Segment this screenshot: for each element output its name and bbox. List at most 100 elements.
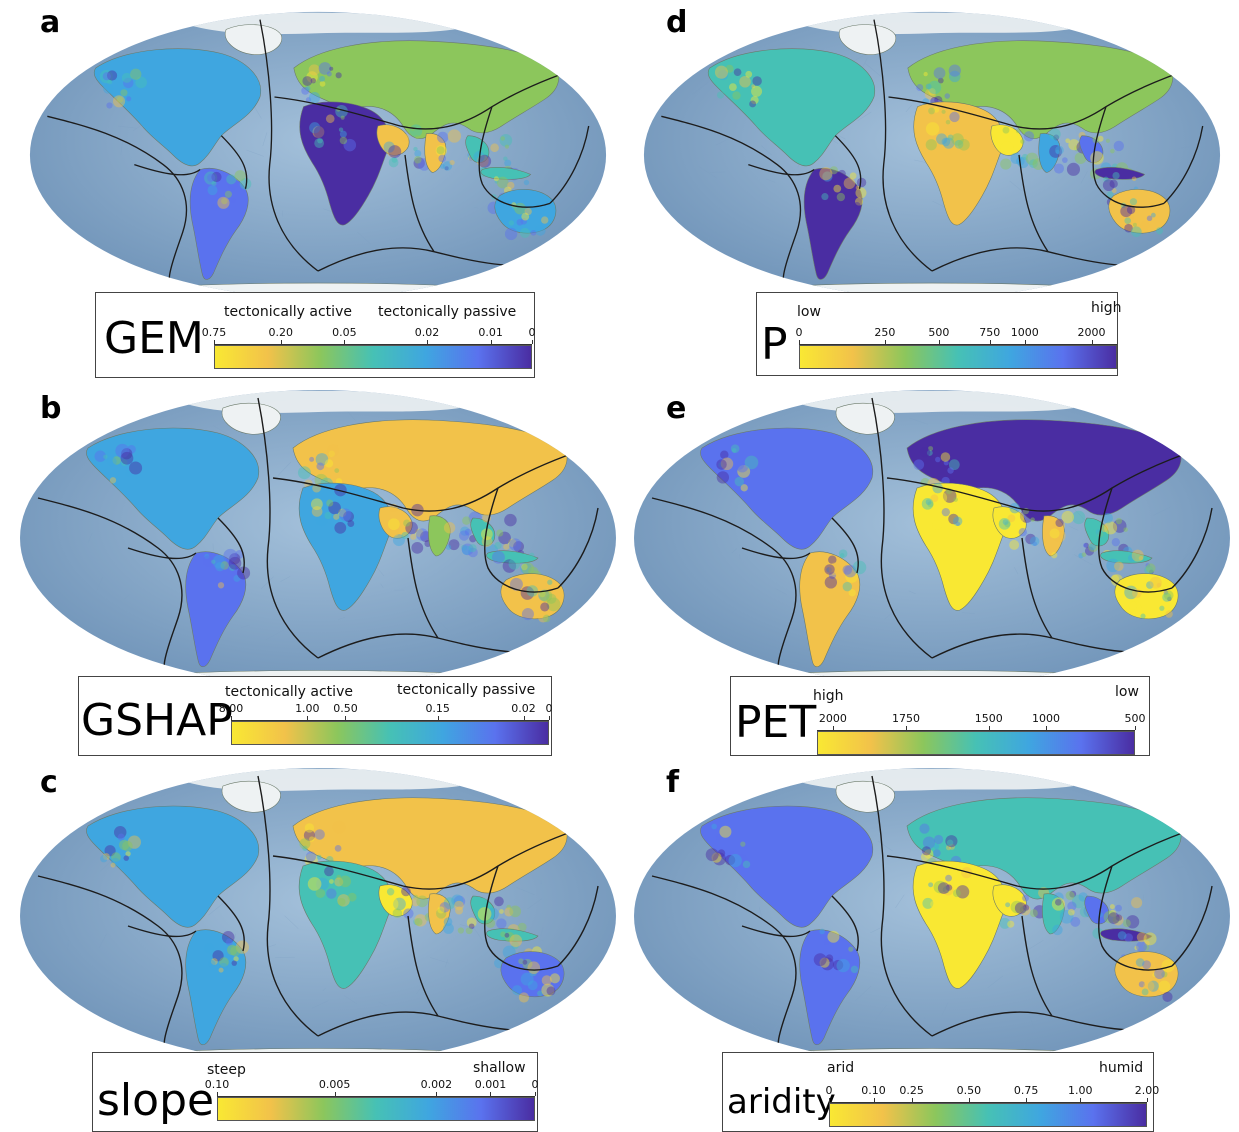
panel-b: b GSHAP tectonically active tectonically pa… [0, 378, 620, 756]
land-arabia [990, 124, 1024, 156]
land-northAmerica [93, 48, 262, 167]
plate-boundary [557, 507, 599, 589]
plate-boundary [37, 497, 183, 686]
variable-name: GSHAP [81, 695, 233, 746]
land-indonesia [1100, 928, 1153, 942]
colorbar-tick [523, 716, 525, 720]
land-australia [1108, 189, 1171, 234]
colorbar-tick-label: 0.20 [268, 326, 294, 339]
land-northAmerica [700, 805, 874, 928]
plate-boundary [259, 19, 319, 272]
plate-boundary [407, 537, 439, 639]
legend-desc-left: steep [207, 1062, 246, 1078]
colorbar-tick-label: 750 [979, 326, 1001, 339]
colorbar-tick-label: 0.02 [414, 326, 440, 339]
plate-boundary [741, 925, 811, 938]
colorbar-tick [217, 1092, 218, 1096]
colorbar-axis [214, 344, 532, 345]
plate-boundary [871, 775, 933, 1037]
land-indonesia [486, 928, 539, 942]
colorbar-tick-label: 1.00 [1067, 1084, 1093, 1097]
variable-name: GEM [104, 313, 204, 364]
panel-letter: a [40, 5, 61, 40]
legend-desc-left: tectonically active [225, 684, 353, 700]
colorbar-tick-label: 1750 [892, 712, 921, 725]
plate-boundary [1163, 125, 1204, 204]
plate-boundary [1092, 106, 1165, 208]
colorbar-tick [1026, 1098, 1028, 1102]
plate-boundary [257, 397, 319, 659]
plate-boundary [478, 106, 551, 208]
legend-desc-right: tectonically passive [397, 682, 536, 698]
colorbar-axis [817, 730, 1135, 731]
plate-boundary [134, 164, 201, 176]
land-indonesia [486, 550, 539, 564]
colorbar-tick [832, 726, 834, 730]
legend-desc-left: tectonically active [224, 304, 352, 320]
land-northAmerica [707, 48, 876, 167]
panel-c: c slope steep shallow 0.10 0.005 0.002 0.001 0 [0, 756, 620, 1132]
land-australia [500, 951, 565, 998]
colorbar-tick [535, 1092, 536, 1096]
world-map [20, 390, 616, 686]
plate-boundary [484, 865, 559, 971]
panel-letter: d [666, 5, 688, 40]
colorbar [231, 721, 549, 745]
land-africa [913, 101, 1004, 226]
plate-boundary [831, 895, 859, 952]
plate-boundary [217, 895, 245, 952]
colorbar-tick [214, 340, 215, 344]
plate-boundary [651, 497, 797, 686]
legend: GEM tectonically active tectonically passi… [95, 292, 536, 378]
colorbar-tick [873, 1098, 875, 1102]
land-india [1042, 893, 1065, 935]
colorbar-tick [437, 716, 439, 720]
plate-boundary [831, 517, 859, 574]
land-australia [1114, 573, 1179, 620]
colorbar-tick [280, 340, 282, 344]
legend: GSHAP tectonically active tectonically pas… [78, 676, 553, 756]
colorbar-tick-label: 0.001 [474, 1078, 507, 1091]
panel-f: f aridity arid humid 0 0.10 0.25 0.50 0.75 1.00 2.… [620, 756, 1239, 1132]
colorbar-tick-label: 2000 [1077, 326, 1106, 339]
land-india [428, 515, 451, 557]
colorbar-tick-label: 0.01 [478, 326, 503, 339]
colorbar-tick-label: 0.25 [899, 1084, 924, 1097]
colorbar-tick-label: 0 [545, 702, 553, 715]
legend-desc-left: low [797, 304, 821, 320]
legend: aridity arid humid 0 0.10 0.25 0.50 0.75 1.00 2.0… [722, 1052, 1159, 1132]
colorbar-tick [799, 340, 800, 344]
plate-boundary [1098, 487, 1173, 593]
land-northAmerica [86, 427, 260, 550]
variable-name: aridity [727, 1082, 836, 1122]
plate-boundary [127, 925, 197, 938]
plate-boundary [217, 517, 245, 574]
colorbar-tick-label: 250 [874, 326, 896, 339]
variable-name: slope [97, 1075, 215, 1126]
land-australia [500, 573, 565, 620]
colorbar-tick-label: 0 [795, 326, 803, 339]
legend: PET high low 2000 1750 1500 1000 500 [730, 676, 1150, 756]
world-map [20, 768, 616, 1064]
plate-boundary [748, 164, 815, 176]
plate-boundary [274, 67, 580, 130]
plate-boundary [888, 67, 1194, 130]
colorbar-tick-label: 0.50 [956, 1084, 982, 1097]
panel-letter: b [40, 391, 62, 426]
colorbar-tick-label: 500 [1124, 712, 1146, 725]
colorbar-tick-label: 0.75 [1013, 1084, 1039, 1097]
colorbar-tick [1024, 340, 1026, 344]
plate-boundary [834, 135, 862, 189]
plate-boundary [557, 885, 599, 967]
world-map [29, 11, 607, 299]
colorbar-tick [345, 716, 347, 720]
colorbar-tick-label: 0 [531, 1078, 539, 1091]
land-indonesia [1094, 167, 1146, 180]
colorbar-tick [1147, 1098, 1148, 1102]
colorbar-tick-label: 0 [825, 1084, 833, 1097]
world-map [634, 390, 1230, 686]
colorbar-tick [334, 1092, 336, 1096]
colorbar-tick [1091, 340, 1093, 344]
colorbar-tick [532, 340, 533, 344]
plate-boundary [220, 135, 248, 189]
